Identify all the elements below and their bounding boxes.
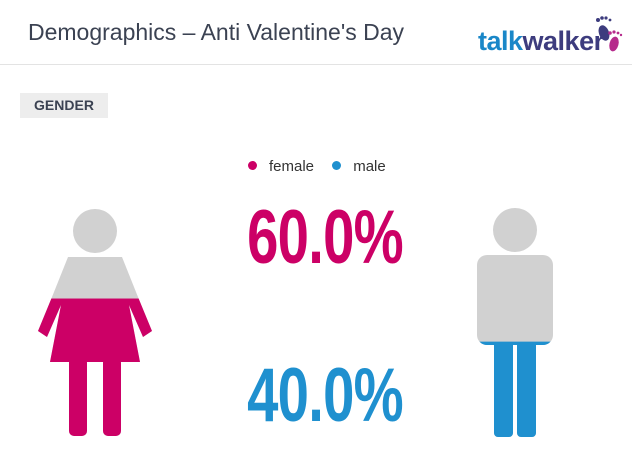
female-fill-bar <box>38 298 152 436</box>
female-figure-icon <box>38 209 152 436</box>
logo-text: talkwalker <box>478 26 604 57</box>
male-figure-icon <box>477 208 553 437</box>
legend-item-male: male <box>332 158 386 175</box>
page-title: Demographics – Anti Valentine's Day <box>28 19 404 45</box>
logo-text-walker: walker <box>522 26 605 56</box>
talkwalker-logo[interactable]: talkwalker <box>478 14 628 58</box>
legend-dot-female <box>248 161 257 170</box>
legend-dot-male <box>332 161 342 170</box>
section-tag-gender: GENDER <box>20 93 108 118</box>
male-percentage-label: 40.0% <box>247 353 404 438</box>
female-percentage-label: 60.0% <box>247 195 404 280</box>
header-bar: Demographics – Anti Valentine's Day talk… <box>0 0 632 65</box>
footprints-icon <box>596 16 623 52</box>
legend-label-female: female <box>269 158 315 175</box>
logo-text-talk: talk <box>478 26 523 56</box>
legend-label-male: male <box>353 158 386 175</box>
male-fill-bar <box>477 341 553 437</box>
legend-item-female: female <box>248 158 314 175</box>
chart-legend: female male <box>248 158 400 178</box>
